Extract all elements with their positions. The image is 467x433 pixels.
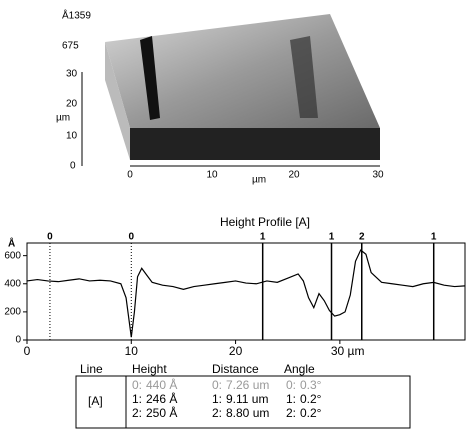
plot-frame bbox=[26, 242, 466, 341]
table-cell: 0.2° bbox=[300, 406, 322, 420]
results-table: Line Height Distance Angle [A] 0: 440 Å 0:… bbox=[75, 362, 411, 429]
table-cell: 0: bbox=[286, 378, 296, 392]
y-axis-label: Å bbox=[8, 237, 15, 250]
table-header: Height bbox=[132, 362, 167, 376]
x-tick-label: 10 bbox=[125, 344, 139, 358]
surface-ridge bbox=[140, 36, 160, 120]
z-label: 675 bbox=[62, 41, 79, 52]
table-box bbox=[75, 375, 411, 429]
x-label: 30 bbox=[372, 170, 384, 181]
table-cell: 0: bbox=[132, 378, 142, 392]
x-label: 10 bbox=[206, 170, 218, 181]
y-label: 10 bbox=[66, 131, 78, 142]
x-tick-label: 20 bbox=[229, 344, 243, 358]
cursor-label: 0 bbox=[47, 232, 53, 243]
table-cell: 2: bbox=[212, 406, 222, 420]
table-cell: 9.11 um bbox=[226, 392, 268, 406]
table-header: Line bbox=[80, 362, 103, 376]
table-header: Angle bbox=[284, 362, 315, 376]
table-cell: 0.3° bbox=[300, 378, 322, 392]
table-rows: 0: 440 Å 0: 7.26 um 0: 0.3° 1: 246 Å 1: 9.11 um 1:… bbox=[132, 377, 322, 420]
y-tick-label: 200 bbox=[4, 307, 21, 318]
table-cell: 8.80 um bbox=[226, 406, 269, 420]
table-cell: 2: bbox=[286, 406, 296, 420]
table-header: Distance bbox=[212, 362, 259, 376]
table-cell: 250 Å bbox=[146, 405, 177, 420]
table-cell: 2: bbox=[132, 406, 142, 420]
x-label: 0 bbox=[127, 170, 133, 181]
table-cell: 246 Å bbox=[146, 391, 177, 406]
cursor-label: 1 bbox=[431, 232, 437, 243]
table-cell: 440 Å bbox=[146, 377, 177, 392]
profile-line bbox=[26, 249, 466, 338]
table-cell: 0: bbox=[212, 378, 222, 392]
y-unit: µm bbox=[56, 113, 70, 124]
table-cell: 1: bbox=[132, 392, 142, 406]
table-cell: 0.2° bbox=[300, 392, 322, 406]
cursor-label: 2 bbox=[359, 232, 365, 243]
chart-title: Height Profile [A] bbox=[220, 215, 310, 229]
cursor-label: 1 bbox=[329, 232, 335, 243]
surface-plot: Å1359 675 30 20 10 0 µm 0 10 20 30 µm bbox=[56, 9, 384, 186]
y-tick-label: 0 bbox=[15, 335, 21, 346]
row-label: [A] bbox=[88, 394, 103, 408]
surface-side bbox=[105, 42, 130, 160]
x-tick-label: 30 µm bbox=[331, 344, 365, 358]
x-tick-label: 0 bbox=[24, 344, 31, 358]
table-cell: 7.26 um bbox=[226, 378, 269, 392]
surface-front bbox=[130, 128, 380, 160]
x-label: 20 bbox=[288, 170, 300, 181]
z-label: Å1359 bbox=[62, 9, 91, 22]
table-cell: 1: bbox=[286, 392, 296, 406]
y-tick-label: 400 bbox=[4, 278, 21, 289]
cursor-label: 0 bbox=[129, 232, 135, 243]
surface-pit bbox=[290, 36, 318, 118]
table-cell: 1: bbox=[212, 392, 222, 406]
y-tick-label: 600 bbox=[4, 250, 21, 261]
y-label: 20 bbox=[66, 99, 78, 110]
y-label: 0 bbox=[70, 161, 76, 172]
cursor-label: 1 bbox=[260, 232, 266, 243]
x-unit: µm bbox=[252, 175, 266, 186]
y-label: 30 bbox=[66, 69, 78, 80]
